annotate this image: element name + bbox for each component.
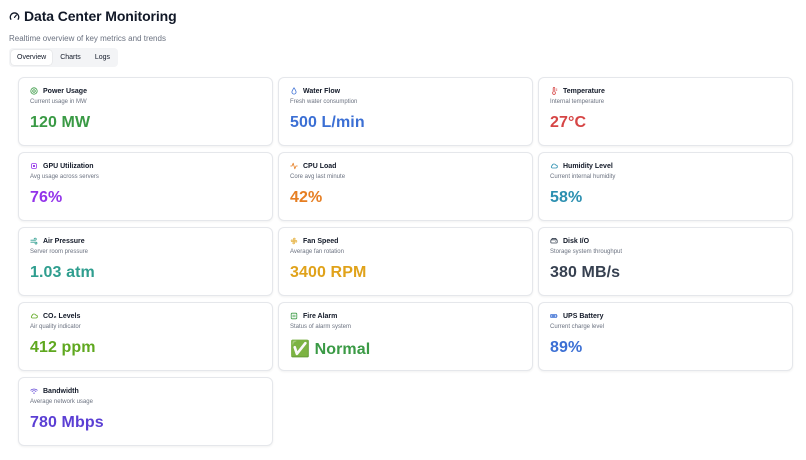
card-value: 380 MB/s	[550, 264, 621, 281]
tab-bar: Overview Charts Logs	[9, 48, 118, 67]
card-title: CO₂ Levels	[43, 312, 81, 320]
card-description: Avg usage across servers	[30, 174, 99, 180]
card-value: 58%	[550, 189, 583, 206]
card-title: Bandwidth	[43, 387, 79, 395]
card-value: 120 MW	[30, 114, 91, 131]
hard-drive-icon	[550, 237, 558, 245]
gauge-icon	[9, 11, 20, 22]
card-value: 3400 RPM	[290, 264, 367, 281]
metric-card-fire-alarm: Fire Alarm Status of alarm system ✅ Norm…	[278, 302, 533, 371]
card-title: CPU Load	[303, 162, 337, 170]
card-header: CO₂ Levels	[30, 312, 261, 320]
cloud-icon	[550, 162, 558, 170]
card-header: CPU Load	[290, 162, 521, 170]
card-header: Power Usage	[30, 87, 261, 95]
thermometer-icon	[550, 87, 558, 95]
card-description: Storage system throughput	[550, 249, 623, 255]
cpu-chip-icon	[30, 162, 38, 170]
fan-icon	[290, 237, 298, 245]
card-value: 500 L/min	[290, 114, 365, 131]
card-value: 89%	[550, 339, 583, 356]
card-header: Fire Alarm	[290, 312, 521, 320]
card-header: Disk I/O	[550, 237, 781, 245]
wifi-icon	[30, 387, 38, 395]
card-title: UPS Battery	[563, 312, 604, 320]
card-description: Current usage in MW	[30, 99, 87, 105]
metric-card-power-usage: Power Usage Current usage in MW 120 MW	[18, 77, 273, 146]
card-value: 412 ppm	[30, 339, 96, 356]
metric-card-humidity-level: Humidity Level Current internal humidity…	[538, 152, 793, 221]
metric-card-fan-speed: Fan Speed Average fan rotation 3400 RPM	[278, 227, 533, 296]
card-description: Status of alarm system	[290, 324, 352, 330]
card-description: Core avg last minute	[290, 174, 346, 180]
card-title: Disk I/O	[563, 237, 590, 245]
card-title: Fire Alarm	[303, 312, 338, 320]
card-description: Current charge level	[550, 324, 605, 330]
metric-card-co-levels: CO₂ Levels Air quality indicator 412 ppm	[18, 302, 273, 371]
metric-card-cpu-load: CPU Load Core avg last minute 42%	[278, 152, 533, 221]
card-description: Average fan rotation	[290, 249, 344, 255]
card-description: Current internal humidity	[550, 174, 616, 180]
card-header: Temperature	[550, 87, 781, 95]
wind-icon	[30, 237, 38, 245]
card-title: Fan Speed	[303, 237, 339, 245]
card-description: Fresh water consumption	[290, 99, 358, 105]
card-description: Average network usage	[30, 399, 93, 405]
tab-overview[interactable]: Overview	[11, 50, 53, 65]
card-description: Air quality indicator	[30, 324, 81, 330]
tab-logs[interactable]: Logs	[94, 54, 110, 61]
title-row: Data Center Monitoring	[9, 8, 177, 24]
metric-card-temperature: Temperature Internal temperature 27°C	[538, 77, 793, 146]
card-value: 780 Mbps	[30, 414, 104, 431]
metric-card-water-flow: Water Flow Fresh water consumption 500 L…	[278, 77, 533, 146]
card-value: 76%	[30, 189, 63, 206]
metric-card-bandwidth: Bandwidth Average network usage 780 Mbps	[18, 377, 273, 446]
power-icon	[30, 87, 38, 95]
battery-icon	[550, 312, 558, 320]
page-header: Data Center Monitoring Realtime overview…	[9, 8, 177, 43]
page-subtitle: Realtime overview of key metrics and tre…	[9, 34, 166, 43]
tab-charts[interactable]: Charts	[60, 54, 81, 61]
card-header: Fan Speed	[290, 237, 521, 245]
metrics-grid: Power Usage Current usage in MW 120 MW W…	[18, 77, 793, 446]
card-header: Water Flow	[290, 87, 521, 95]
card-title: Humidity Level	[563, 162, 613, 170]
activity-icon	[290, 162, 298, 170]
card-header: Bandwidth	[30, 387, 261, 395]
card-title: Temperature	[563, 87, 605, 95]
card-title: Water Flow	[303, 87, 341, 95]
card-value: 27°C	[550, 114, 587, 131]
card-value: 42%	[290, 189, 323, 206]
card-header: UPS Battery	[550, 312, 781, 320]
card-value: 1.03 atm	[30, 264, 95, 281]
card-value: ✅ Normal	[290, 341, 371, 358]
card-header: Humidity Level	[550, 162, 781, 170]
metric-card-ups-battery: UPS Battery Current charge level 89%	[538, 302, 793, 371]
leaf-cloud-icon	[30, 312, 38, 320]
page-title: Data Center Monitoring	[24, 8, 177, 24]
card-title: Power Usage	[43, 87, 87, 95]
card-title: GPU Utilization	[43, 162, 94, 170]
metric-card-disk-i-o: Disk I/O Storage system throughput 380 M…	[538, 227, 793, 296]
card-description: Server room pressure	[30, 249, 89, 255]
card-header: Air Pressure	[30, 237, 261, 245]
card-header: GPU Utilization	[30, 162, 261, 170]
card-title: Air Pressure	[43, 237, 85, 245]
droplet-icon	[290, 87, 298, 95]
metric-card-air-pressure: Air Pressure Server room pressure 1.03 a…	[18, 227, 273, 296]
metric-card-gpu-utilization: GPU Utilization Avg usage across servers…	[18, 152, 273, 221]
alarm-icon	[290, 312, 298, 320]
card-description: Internal temperature	[550, 99, 605, 105]
